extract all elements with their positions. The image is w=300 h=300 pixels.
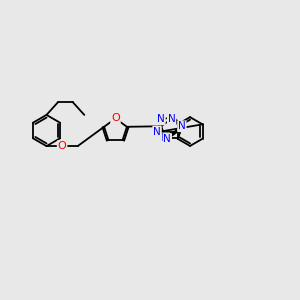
Text: N: N: [168, 114, 176, 124]
Text: N: N: [153, 127, 161, 136]
Text: O: O: [111, 113, 120, 124]
Text: O: O: [58, 141, 67, 151]
Text: N: N: [164, 134, 171, 144]
Text: N: N: [157, 115, 165, 124]
Text: N: N: [178, 121, 186, 131]
Text: N: N: [161, 133, 169, 143]
